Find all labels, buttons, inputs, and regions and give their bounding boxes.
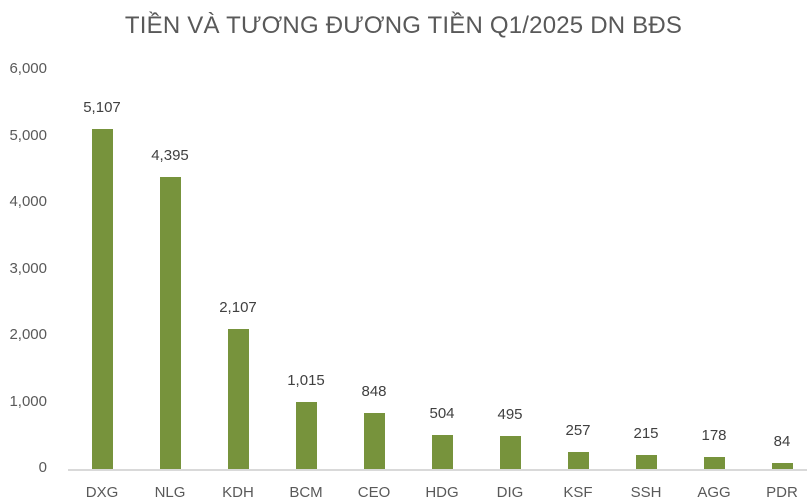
x-tick-label: KSF [563,484,593,501]
data-label: 84 [773,433,791,451]
y-tick-label: 5,000 [9,126,47,144]
bar-ssh [635,454,657,469]
y-tick-label: 2,000 [9,326,47,343]
x-tick-label: AGG [697,484,731,501]
y-tick-label: 4,000 [9,193,47,210]
y-tick-label: 1,000 [9,392,47,410]
x-tick-label: CEO [357,484,391,501]
x-tick-label: DIG [496,484,524,501]
data-label: 495 [497,406,523,424]
x-tick-label: DXG [85,484,119,501]
data-label: 848 [361,382,387,400]
data-label: 504 [429,405,455,423]
data-label: 5,107 [83,99,121,117]
chart-title: TIỀN VÀ TƯƠNG ĐƯƠNG TIỀN Q1/2025 DN BĐS [124,12,683,39]
bar-hdg [431,435,453,469]
data-label: 178 [701,427,727,445]
x-axis-line [68,469,807,471]
bar-agg [703,457,725,469]
bar-ksf [567,451,589,469]
x-tick-label: BCM [289,484,323,501]
bar-pdr [771,463,793,469]
y-tick-label: 6,000 [9,60,47,77]
bar-ceo [363,412,385,469]
data-label: 2,107 [219,298,257,316]
x-tick-label: PDR [766,484,798,501]
bar-dxg [91,129,113,469]
bar-dig [499,436,521,469]
bar-kdh [227,328,249,469]
y-tick-label: 3,000 [9,259,47,277]
x-tick-label: SSH [630,484,662,501]
x-tick-label: NLG [154,484,186,501]
data-label: 1,015 [287,371,325,389]
x-tick-label: KDH [222,484,254,501]
data-label: 257 [565,421,591,439]
bar-bcm [295,401,317,469]
data-label: 215 [633,424,659,442]
data-label: 4,395 [151,146,189,164]
x-tick-label: HDG [425,484,459,501]
bar-nlg [159,176,181,469]
y-tick-label: 0 [38,459,47,476]
